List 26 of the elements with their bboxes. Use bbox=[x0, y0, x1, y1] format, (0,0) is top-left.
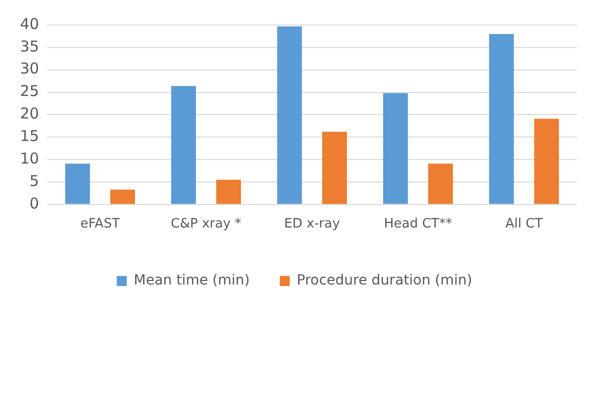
bar bbox=[171, 86, 196, 204]
x-tick-label: Head CT** bbox=[384, 216, 453, 232]
y-tick-label: 20 bbox=[20, 104, 40, 123]
y-tick-label: 40 bbox=[20, 14, 40, 33]
bar bbox=[110, 190, 135, 204]
legend-label: Procedure duration (min) bbox=[296, 272, 472, 289]
y-tick-label: 10 bbox=[20, 149, 40, 168]
bar bbox=[428, 164, 453, 204]
y-tick-label: 0 bbox=[30, 194, 40, 212]
x-tick-label: eFAST bbox=[80, 216, 120, 232]
y-tick-label: 30 bbox=[20, 60, 40, 78]
y-tick-label: 35 bbox=[20, 37, 40, 56]
y-tick-label: 25 bbox=[20, 82, 40, 100]
bar bbox=[277, 26, 302, 204]
y-tick-label: 15 bbox=[20, 127, 40, 146]
bar bbox=[489, 34, 514, 204]
x-tick-label: All CT bbox=[505, 216, 543, 232]
x-tick-label: C&P xray * bbox=[170, 216, 242, 232]
x-tick-label: ED x-ray bbox=[284, 216, 340, 232]
y-tick-label: 5 bbox=[30, 172, 40, 190]
legend-label: Mean time (min) bbox=[134, 272, 250, 289]
bar bbox=[383, 93, 408, 204]
bar bbox=[534, 118, 559, 204]
bar bbox=[322, 132, 347, 204]
bar bbox=[65, 164, 90, 204]
bar bbox=[216, 180, 241, 204]
